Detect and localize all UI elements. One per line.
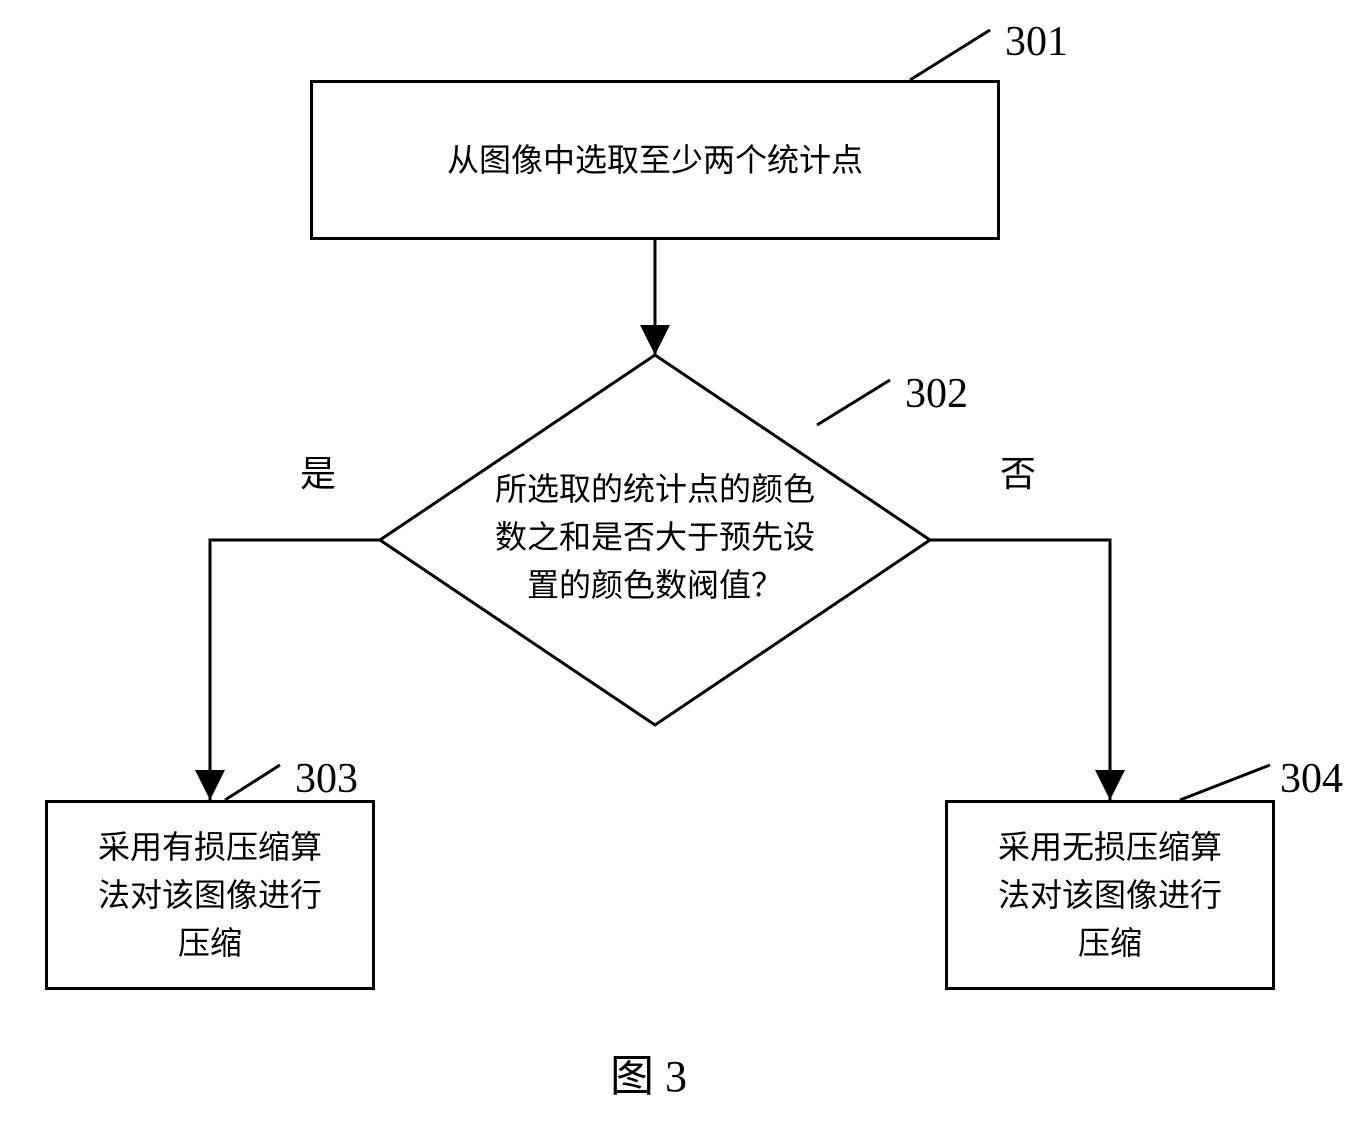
figure-label: 图 3 [610, 1040, 687, 1104]
callout-302: 302 [905, 370, 968, 418]
process-node-303: 采用有损压缩算 法对该图像进行 压缩 [45, 800, 375, 990]
callout-304: 304 [1280, 755, 1343, 803]
process-text-304: 采用无损压缩算 法对该图像进行 压缩 [988, 813, 1232, 977]
flowchart-container: 从图像中选取至少两个统计点 所选取的统计点的颜色 数之和是否大于预先设 置的颜色… [0, 0, 1364, 1121]
edge-label-no: 否 [1000, 445, 1036, 497]
process-text-301: 从图像中选取至少两个统计点 [437, 126, 873, 194]
callout-301: 301 [1005, 18, 1068, 66]
process-node-301: 从图像中选取至少两个统计点 [310, 80, 1000, 240]
process-text-303: 采用有损压缩算 法对该图像进行 压缩 [88, 813, 332, 977]
edge-label-yes: 是 [300, 445, 336, 497]
decision-text-302: 所选取的统计点的颜色 数之和是否大于预先设 置的颜色数阀值？ [475, 465, 835, 609]
process-node-304: 采用无损压缩算 法对该图像进行 压缩 [945, 800, 1275, 990]
callout-303: 303 [295, 755, 358, 803]
